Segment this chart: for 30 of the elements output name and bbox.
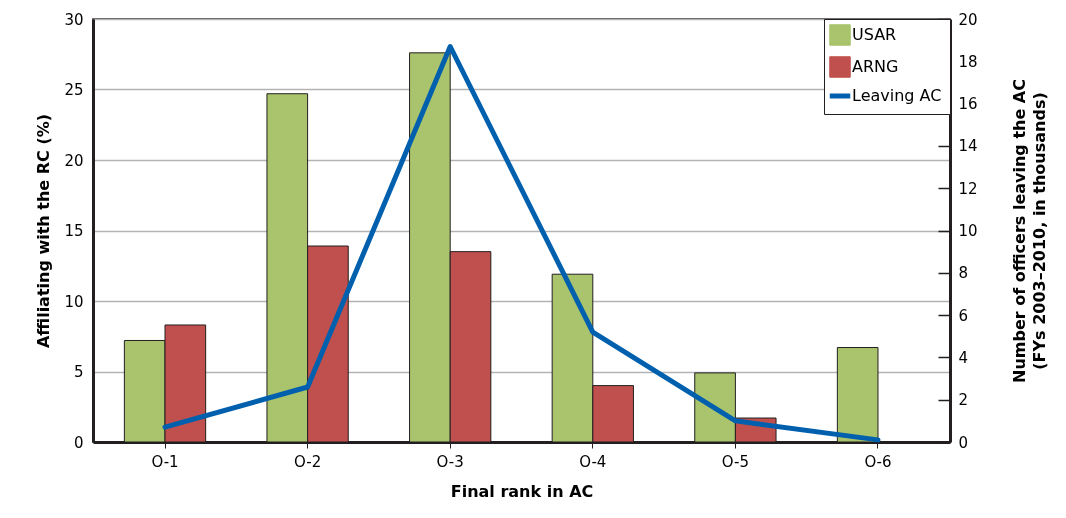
y-tick-label: 15 bbox=[64, 222, 84, 240]
y-axis-title: Affiliating with the RC (%) bbox=[34, 113, 54, 349]
y2-tick-label: 6 bbox=[958, 306, 969, 325]
y2-tick-label: 0 bbox=[958, 433, 969, 452]
legend-label: Leaving AC bbox=[852, 86, 942, 105]
y-tick-label: 20 bbox=[64, 151, 84, 170]
y-tick-label: 25 bbox=[64, 81, 84, 99]
legend-label: USAR bbox=[852, 25, 897, 44]
y2-tick-label: 4 bbox=[958, 348, 969, 367]
y2-tick-label: 16 bbox=[958, 95, 978, 114]
x-tick-label: O-4 bbox=[579, 452, 607, 471]
y-tick-label: 30 bbox=[64, 10, 84, 29]
x-axis-title: Final rank in AC bbox=[450, 481, 594, 501]
y2-axis-title: Number of officers leaving the AC (FYs 2003–2010, in thousands) bbox=[1009, 79, 1049, 383]
y2-tick-label: 20 bbox=[958, 10, 978, 29]
legend-label: ARNG bbox=[852, 57, 899, 76]
y2-tick-label: 18 bbox=[958, 52, 978, 71]
x-tick-label: O-2 bbox=[294, 452, 322, 471]
y-tick-label: 0 bbox=[73, 433, 84, 452]
x-tick-label: O-6 bbox=[864, 452, 892, 471]
y-tick-label: 5 bbox=[73, 363, 84, 381]
x-tick-label: O-3 bbox=[436, 452, 464, 471]
x-tick-label: O-5 bbox=[721, 452, 749, 471]
y2-tick-label: 8 bbox=[958, 264, 969, 283]
y2-tick-label: 14 bbox=[958, 137, 978, 156]
y2-tick-label: 10 bbox=[958, 222, 978, 240]
x-tick-label: O-1 bbox=[151, 452, 179, 471]
y2-tick-label: 2 bbox=[958, 391, 969, 410]
y2-tick-label: 12 bbox=[958, 179, 978, 198]
y-tick-label: 10 bbox=[64, 292, 84, 311]
